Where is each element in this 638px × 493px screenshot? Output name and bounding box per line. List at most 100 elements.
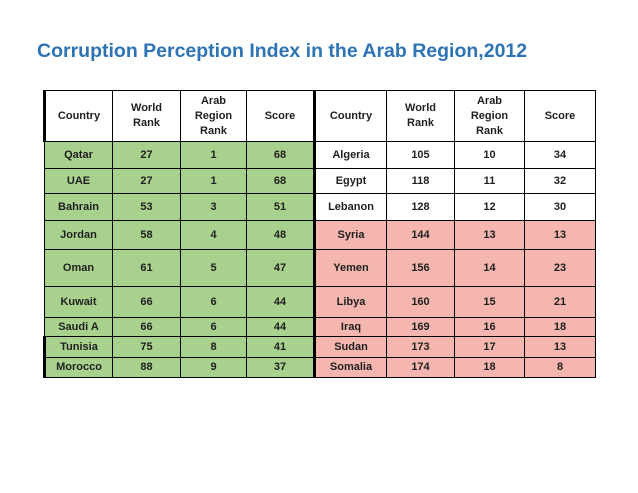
header-score-2: Score	[524, 90, 596, 142]
cell-score: 44	[246, 317, 315, 337]
cell-arab-region-rank: 6	[180, 286, 247, 318]
cell-world-rank-2: 128	[386, 193, 455, 221]
table-row: Kuwait 66 6 44 Libya 160 15 21	[44, 286, 596, 318]
cell-world-rank-2: 174	[386, 357, 455, 378]
cell-country: Oman	[44, 249, 113, 287]
cell-arab-region-rank: 5	[180, 249, 247, 287]
header-line: Country	[57, 109, 101, 122]
cell-arab-region-rank: 3	[180, 193, 247, 221]
cell-world-rank-2: 160	[386, 286, 455, 318]
header-line: Region	[194, 109, 233, 122]
cell-world-rank: 66	[112, 317, 181, 337]
cell-country: Jordan	[44, 220, 113, 250]
header-row: Country World Rank Arab Region Rank Score Count…	[43, 90, 596, 142]
table-row: Morocco 88 9 37 Somalia 174 18 8	[43, 357, 596, 378]
cell-score-2: 32	[524, 168, 596, 194]
cell-arab-region-rank: 8	[180, 336, 247, 358]
header-line: Score	[544, 109, 576, 122]
header-arab-region-rank-2: Arab Region Rank	[454, 90, 525, 142]
table-row: Bahrain 53 3 51 Lebanon 128 12 30	[44, 193, 596, 221]
table-body: Qatar 27 1 68 Algeria 105 10 34 UAE 27 1 68 Egypt 118…	[43, 141, 596, 378]
header-line: Score	[264, 109, 296, 122]
header-world-rank-2: World Rank	[386, 90, 455, 142]
cell-country-2: Egypt	[313, 168, 387, 194]
cell-world-rank-2: 105	[386, 141, 455, 169]
cell-world-rank: 58	[112, 220, 181, 250]
cell-arab-region-rank: 4	[180, 220, 247, 250]
cell-world-rank: 27	[112, 141, 181, 169]
table-row: Tunisia 75 8 41 Sudan 173 17 13	[43, 336, 596, 358]
header-arab-region-rank: Arab Region Rank	[180, 90, 247, 142]
cell-arab-region-rank-2: 12	[454, 193, 525, 221]
cell-world-rank: 27	[112, 168, 181, 194]
cell-arab-region-rank-2: 16	[454, 317, 525, 337]
cell-score-2: 18	[524, 317, 596, 337]
header-line: Rank	[407, 117, 434, 129]
cell-country: Bahrain	[44, 193, 113, 221]
cell-country-2: Algeria	[313, 141, 387, 169]
cell-country-2: Sudan	[313, 336, 387, 358]
cell-world-rank-2: 156	[386, 249, 455, 287]
cell-score-2: 34	[524, 141, 596, 169]
cell-score-2: 21	[524, 286, 596, 318]
header-line: Arab	[200, 94, 227, 107]
cell-score: 68	[246, 168, 315, 194]
cell-arab-region-rank-2: 14	[454, 249, 525, 287]
cell-score-2: 8	[524, 357, 596, 378]
table-row: Oman 61 5 47 Yemen 156 14 23	[44, 249, 596, 287]
cell-arab-region-rank: 6	[180, 317, 247, 337]
cell-arab-region-rank-2: 11	[454, 168, 525, 194]
cell-score: 37	[246, 357, 315, 378]
table-row: Saudi A 66 6 44 Iraq 169 16 18	[44, 317, 596, 337]
cell-country: Saudi A	[44, 317, 113, 337]
header-line: World	[131, 102, 162, 114]
cell-score: 47	[246, 249, 315, 287]
cell-arab-region-rank: 1	[180, 168, 247, 194]
cell-world-rank-2: 118	[386, 168, 455, 194]
cell-world-rank: 88	[112, 357, 181, 378]
cell-arab-region-rank: 1	[180, 141, 247, 169]
header-line: Rank	[133, 117, 160, 129]
cell-score: 48	[246, 220, 315, 250]
cell-country: Tunisia	[43, 336, 113, 358]
cell-arab-region-rank-2: 17	[454, 336, 525, 358]
cell-arab-region-rank-2: 13	[454, 220, 525, 250]
cell-score-2: 30	[524, 193, 596, 221]
cell-world-rank-2: 173	[386, 336, 455, 358]
header-line: Rank	[200, 124, 227, 137]
cell-arab-region-rank: 9	[180, 357, 247, 378]
cell-country-2: Somalia	[313, 357, 387, 378]
header-line: Region	[470, 109, 509, 122]
cell-world-rank: 75	[112, 336, 181, 358]
cell-world-rank: 66	[112, 286, 181, 318]
cell-score: 44	[246, 286, 315, 318]
cpi-table: Country World Rank Arab Region Rank Score Count…	[43, 90, 596, 378]
cell-country: Qatar	[44, 141, 113, 169]
table-title: Corruption Perception Index in the Arab …	[37, 40, 528, 62]
table-row: Jordan 58 4 48 Syria 144 13 13	[44, 220, 596, 250]
header-country: Country	[43, 90, 113, 142]
cell-arab-region-rank-2: 18	[454, 357, 525, 378]
header-line: Arab	[476, 94, 503, 107]
cell-world-rank: 53	[112, 193, 181, 221]
cell-country-2: Libya	[313, 286, 387, 318]
cell-country: UAE	[44, 168, 113, 194]
cell-world-rank-2: 169	[386, 317, 455, 337]
header-world-rank: World Rank	[112, 90, 181, 142]
header-score: Score	[246, 90, 315, 142]
header-line: Country	[329, 109, 373, 122]
cell-country-2: Yemen	[313, 249, 387, 287]
cell-country-2: Lebanon	[313, 193, 387, 221]
cell-country: Kuwait	[44, 286, 113, 318]
cell-score-2: 13	[524, 220, 596, 250]
cell-world-rank-2: 144	[386, 220, 455, 250]
cell-country-2: Syria	[313, 220, 387, 250]
cell-score: 41	[246, 336, 315, 358]
header-line: World	[405, 102, 436, 114]
cell-score: 68	[246, 141, 315, 169]
cell-country-2: Iraq	[313, 317, 387, 337]
cell-score: 51	[246, 193, 315, 221]
cell-world-rank: 61	[112, 249, 181, 287]
cell-score-2: 23	[524, 249, 596, 287]
cell-arab-region-rank-2: 10	[454, 141, 525, 169]
